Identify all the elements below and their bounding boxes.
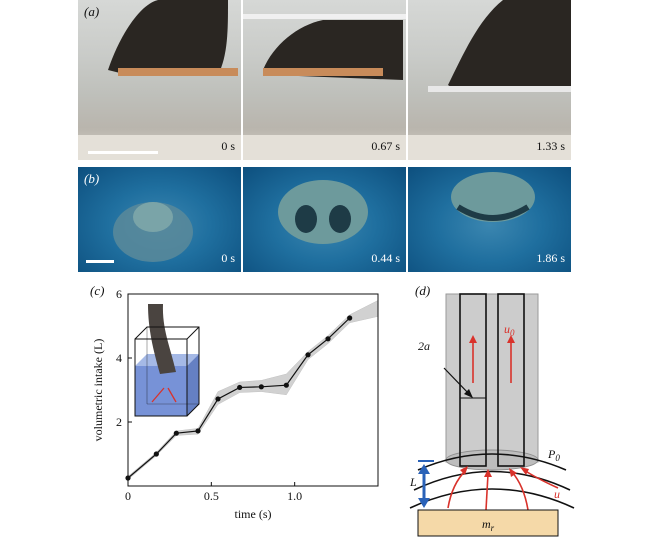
trunk-silhouette-a1 bbox=[78, 0, 241, 160]
time-label-b1: 0 s bbox=[221, 251, 235, 265]
data-point bbox=[283, 382, 289, 388]
label-u0: u0 bbox=[504, 322, 515, 338]
time-label-b2: 0.44 s bbox=[371, 251, 400, 265]
streamline-1 bbox=[417, 453, 567, 471]
data-point bbox=[153, 451, 159, 457]
plot-frame bbox=[127, 293, 379, 487]
photo-b-frame-3: 1.86 s bbox=[408, 167, 571, 272]
trunk-cylinder bbox=[445, 293, 539, 463]
trunk-tip-b2 bbox=[278, 180, 368, 244]
panel-d-label: (d) bbox=[415, 283, 431, 298]
scale-bar-b bbox=[86, 260, 114, 263]
panel-b-label: (b) bbox=[84, 171, 100, 186]
photo-a-frame-3: 1.33 s bbox=[408, 0, 571, 160]
trunk-silhouette-a2 bbox=[243, 14, 406, 160]
scale-bar-a bbox=[88, 151, 158, 154]
y-tick-label: 2 bbox=[116, 415, 122, 429]
streamline-2 bbox=[413, 470, 571, 491]
data-point bbox=[195, 428, 201, 434]
data-point bbox=[258, 384, 264, 390]
x-tick-label: 1.0 bbox=[287, 489, 302, 503]
mass-plate bbox=[417, 509, 559, 537]
diagram-panel-d: 2a u0 P0 u L mr bbox=[409, 293, 575, 537]
two-a-pointer bbox=[443, 367, 472, 397]
label-L: L bbox=[409, 475, 417, 489]
photo-a-frame-2: 0.67 s bbox=[243, 0, 406, 160]
time-label-b3: 1.86 s bbox=[536, 251, 565, 265]
panel-c-label: (c) bbox=[90, 283, 105, 298]
label-u: u bbox=[554, 487, 560, 501]
photo-b-frame-1: (b) 0 s bbox=[78, 167, 241, 272]
label-2a: 2a bbox=[418, 339, 430, 353]
data-point bbox=[215, 396, 221, 402]
nostril-right bbox=[497, 293, 525, 467]
streamline-3 bbox=[409, 488, 575, 509]
label-P0: P0 bbox=[547, 447, 560, 463]
trunk-silhouette-a3 bbox=[408, 0, 571, 160]
time-label-a2: 0.67 s bbox=[371, 139, 400, 153]
data-point bbox=[325, 336, 331, 342]
y-axis-label: volumetric intake (L) bbox=[91, 339, 105, 442]
data-point bbox=[237, 384, 243, 391]
nostril-left bbox=[459, 293, 487, 467]
time-label-a1: 0 s bbox=[221, 139, 235, 153]
trunk-tip-b1 bbox=[113, 202, 193, 262]
y-tick-label: 4 bbox=[116, 351, 122, 365]
trunk-tip-b3 bbox=[451, 172, 535, 222]
y-tick-label: 6 bbox=[116, 287, 122, 301]
data-point bbox=[347, 315, 353, 321]
time-label-a3: 1.33 s bbox=[536, 139, 565, 153]
panel-a-label: (a) bbox=[84, 4, 100, 19]
data-point bbox=[125, 475, 131, 481]
x-tick-label: 0 bbox=[125, 489, 131, 503]
chart-panel-c: 0 0.5 1.0 2 4 6 time (s) volumetric intake (L) bbox=[91, 287, 379, 521]
data-point bbox=[173, 430, 179, 436]
label-mr: mr bbox=[482, 517, 495, 533]
x-tick-label: 0.5 bbox=[204, 489, 219, 503]
photo-b-frame-2: 0.44 s bbox=[243, 167, 406, 272]
x-axis-label: time (s) bbox=[235, 507, 272, 521]
photo-a-frame-1: (a) 0 s bbox=[78, 0, 241, 160]
inflow-arrow-2 bbox=[485, 473, 489, 511]
inset-trunk-box bbox=[134, 304, 200, 417]
data-point bbox=[305, 352, 311, 358]
inflow-arrow-4 bbox=[523, 469, 559, 489]
